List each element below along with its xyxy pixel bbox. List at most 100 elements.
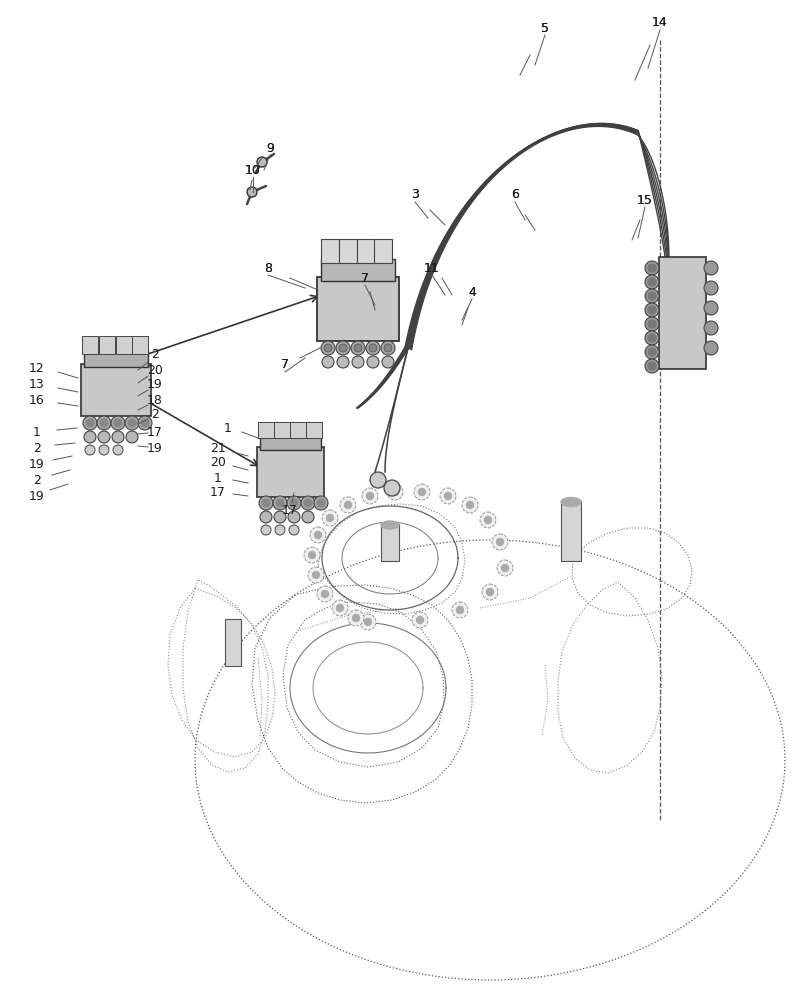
- Circle shape: [275, 525, 285, 535]
- Circle shape: [259, 496, 272, 510]
- FancyBboxPatch shape: [260, 435, 320, 450]
- Circle shape: [647, 264, 655, 272]
- Text: 17: 17: [210, 487, 225, 499]
- Text: 1: 1: [224, 422, 232, 434]
- Circle shape: [312, 572, 319, 578]
- Text: 19: 19: [147, 378, 163, 391]
- Text: 19: 19: [147, 442, 163, 454]
- Circle shape: [289, 525, 298, 535]
- Circle shape: [411, 612, 427, 628]
- Circle shape: [387, 484, 402, 500]
- Text: 2: 2: [33, 474, 41, 487]
- FancyBboxPatch shape: [659, 257, 705, 369]
- Text: 5: 5: [540, 22, 548, 35]
- Circle shape: [113, 445, 122, 455]
- Circle shape: [384, 480, 400, 496]
- Circle shape: [367, 356, 379, 368]
- Circle shape: [647, 278, 655, 286]
- Circle shape: [647, 348, 655, 356]
- Circle shape: [644, 303, 659, 317]
- Circle shape: [452, 602, 467, 618]
- Circle shape: [112, 431, 124, 443]
- Circle shape: [440, 488, 456, 504]
- Ellipse shape: [560, 497, 581, 506]
- Text: 7: 7: [281, 359, 289, 371]
- FancyBboxPatch shape: [81, 364, 151, 416]
- Text: 12: 12: [29, 361, 45, 374]
- Text: 16: 16: [29, 393, 45, 406]
- Text: 20: 20: [147, 363, 163, 376]
- FancyBboxPatch shape: [560, 501, 581, 561]
- FancyBboxPatch shape: [316, 277, 398, 341]
- Circle shape: [644, 331, 659, 345]
- Circle shape: [99, 445, 109, 455]
- Text: 8: 8: [264, 261, 272, 274]
- FancyBboxPatch shape: [320, 239, 338, 263]
- Text: 9: 9: [266, 142, 273, 155]
- Text: 3: 3: [410, 188, 418, 202]
- Circle shape: [322, 356, 333, 368]
- FancyBboxPatch shape: [84, 350, 148, 367]
- Circle shape: [703, 301, 717, 315]
- Circle shape: [366, 341, 380, 355]
- Text: 17: 17: [147, 426, 163, 438]
- Text: 7: 7: [361, 271, 368, 284]
- Circle shape: [381, 356, 393, 368]
- Circle shape: [302, 511, 314, 523]
- Circle shape: [337, 356, 349, 368]
- FancyBboxPatch shape: [82, 336, 98, 354]
- FancyBboxPatch shape: [273, 422, 290, 438]
- Circle shape: [322, 510, 337, 526]
- Circle shape: [647, 292, 655, 300]
- Circle shape: [336, 604, 343, 611]
- Circle shape: [332, 600, 348, 616]
- Text: 10: 10: [245, 164, 260, 177]
- Circle shape: [316, 499, 324, 507]
- FancyBboxPatch shape: [380, 524, 398, 561]
- Circle shape: [703, 341, 717, 355]
- Circle shape: [644, 359, 659, 373]
- Circle shape: [352, 614, 359, 621]
- Circle shape: [501, 564, 508, 572]
- Circle shape: [703, 261, 717, 275]
- Circle shape: [86, 419, 94, 427]
- FancyBboxPatch shape: [374, 239, 392, 263]
- Circle shape: [303, 547, 320, 563]
- Circle shape: [320, 341, 335, 355]
- Circle shape: [703, 281, 717, 295]
- Circle shape: [97, 416, 111, 430]
- Circle shape: [138, 416, 152, 430]
- Text: 18: 18: [147, 393, 163, 406]
- Circle shape: [416, 616, 423, 624]
- Circle shape: [444, 492, 451, 499]
- Circle shape: [316, 586, 333, 602]
- Circle shape: [301, 496, 315, 510]
- Circle shape: [114, 419, 122, 427]
- Circle shape: [286, 496, 301, 510]
- Circle shape: [125, 416, 139, 430]
- Circle shape: [491, 534, 508, 550]
- Circle shape: [276, 499, 284, 507]
- Circle shape: [456, 606, 463, 613]
- Circle shape: [85, 445, 95, 455]
- FancyBboxPatch shape: [99, 336, 115, 354]
- Circle shape: [359, 614, 375, 630]
- Circle shape: [484, 516, 491, 524]
- Text: 17: 17: [281, 504, 298, 516]
- Circle shape: [647, 334, 655, 342]
- Circle shape: [644, 261, 659, 275]
- Circle shape: [461, 497, 478, 513]
- Circle shape: [644, 345, 659, 359]
- Circle shape: [308, 552, 315, 558]
- Text: 2: 2: [33, 442, 41, 454]
- Circle shape: [350, 341, 365, 355]
- Circle shape: [321, 590, 328, 597]
- Circle shape: [126, 431, 138, 443]
- Text: 9: 9: [266, 142, 273, 155]
- Text: 11: 11: [423, 261, 440, 274]
- Circle shape: [336, 341, 350, 355]
- Circle shape: [290, 499, 298, 507]
- Text: 4: 4: [467, 286, 475, 298]
- Circle shape: [141, 419, 148, 427]
- Circle shape: [257, 157, 267, 167]
